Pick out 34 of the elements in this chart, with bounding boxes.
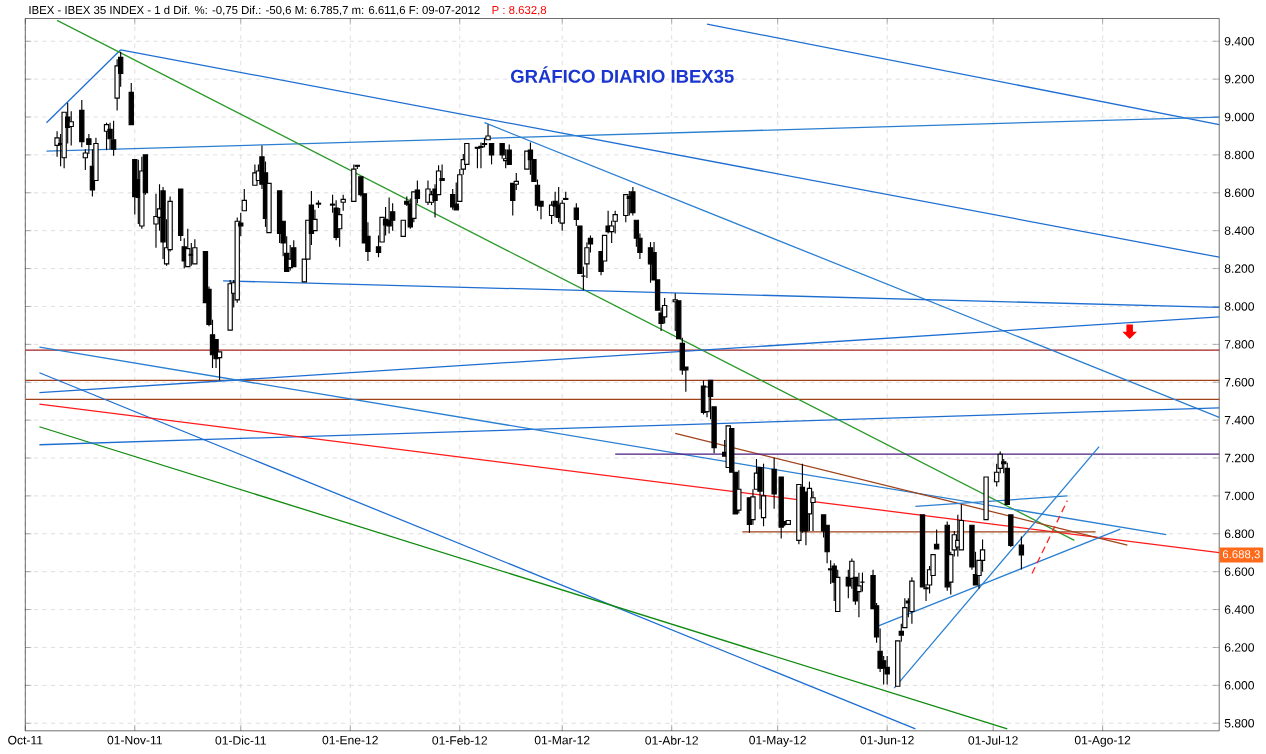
x-tick-label: 01-Dic-11 (215, 735, 266, 745)
x-tick-label: 01-Jul-12 (968, 735, 1018, 745)
y-tick-label: 9.000 (1224, 112, 1255, 122)
x-tick-label: 01-Mar-12 (534, 735, 590, 745)
y-tick-label: 7.400 (1224, 415, 1255, 425)
x-tick-label: 01-Feb-12 (432, 735, 488, 745)
text: GRÁFICO DIARIO IBEX35 (511, 66, 734, 83)
y-tick-label: 9.400 (1224, 36, 1255, 46)
y-tick-label: 8.400 (1224, 226, 1255, 235)
y-tick-label: 7.600 (1224, 377, 1255, 387)
y-tick-label: 8.000 (1224, 302, 1255, 311)
x-tick-label: 01-Ene-12 (322, 735, 378, 745)
y-tick-label: 8.200 (1224, 264, 1255, 273)
y-tick-label: 6.800 (1224, 529, 1255, 538)
text: P : 8.632,8 (492, 5, 547, 16)
y-tick-label: 6.400 (1224, 605, 1255, 614)
y-tick-label: 8.600 (1224, 188, 1255, 197)
x-tick-label: 01-Nov-11 (107, 735, 162, 745)
annotation: 6.688,3 (1222, 550, 1260, 560)
y-tick-label: 7.000 (1224, 491, 1255, 500)
y-tick-label: 6.600 (1224, 567, 1255, 576)
x-tick-label: 01-Ago-12 (1074, 735, 1131, 747)
x-tick-label: 01-Abr-12 (645, 735, 698, 745)
x-tick-label: 01-May-12 (749, 735, 806, 747)
y-tick-label: 5.800 (1224, 718, 1255, 728)
x-tick-label: Oct-11 (8, 735, 43, 745)
y-tick-label: 9.200 (1224, 74, 1255, 84)
y-tick-label: 6.000 (1224, 680, 1255, 690)
y-tick-label: 8.800 (1224, 150, 1255, 159)
y-tick-label: 7.800 (1224, 339, 1255, 349)
y-tick-label: 6.200 (1224, 643, 1255, 652)
text: IBEX - IBEX 35 INDEX - 1 d Dif. %: -0,75 Dif.: -50,6 M: 6.785,7 m: 6.611,6 F: 09-07-2012 (29, 5, 480, 16)
y-tick-label: 7.200 (1224, 453, 1255, 463)
x-tick-label: 01-Jun-12 (860, 735, 914, 745)
